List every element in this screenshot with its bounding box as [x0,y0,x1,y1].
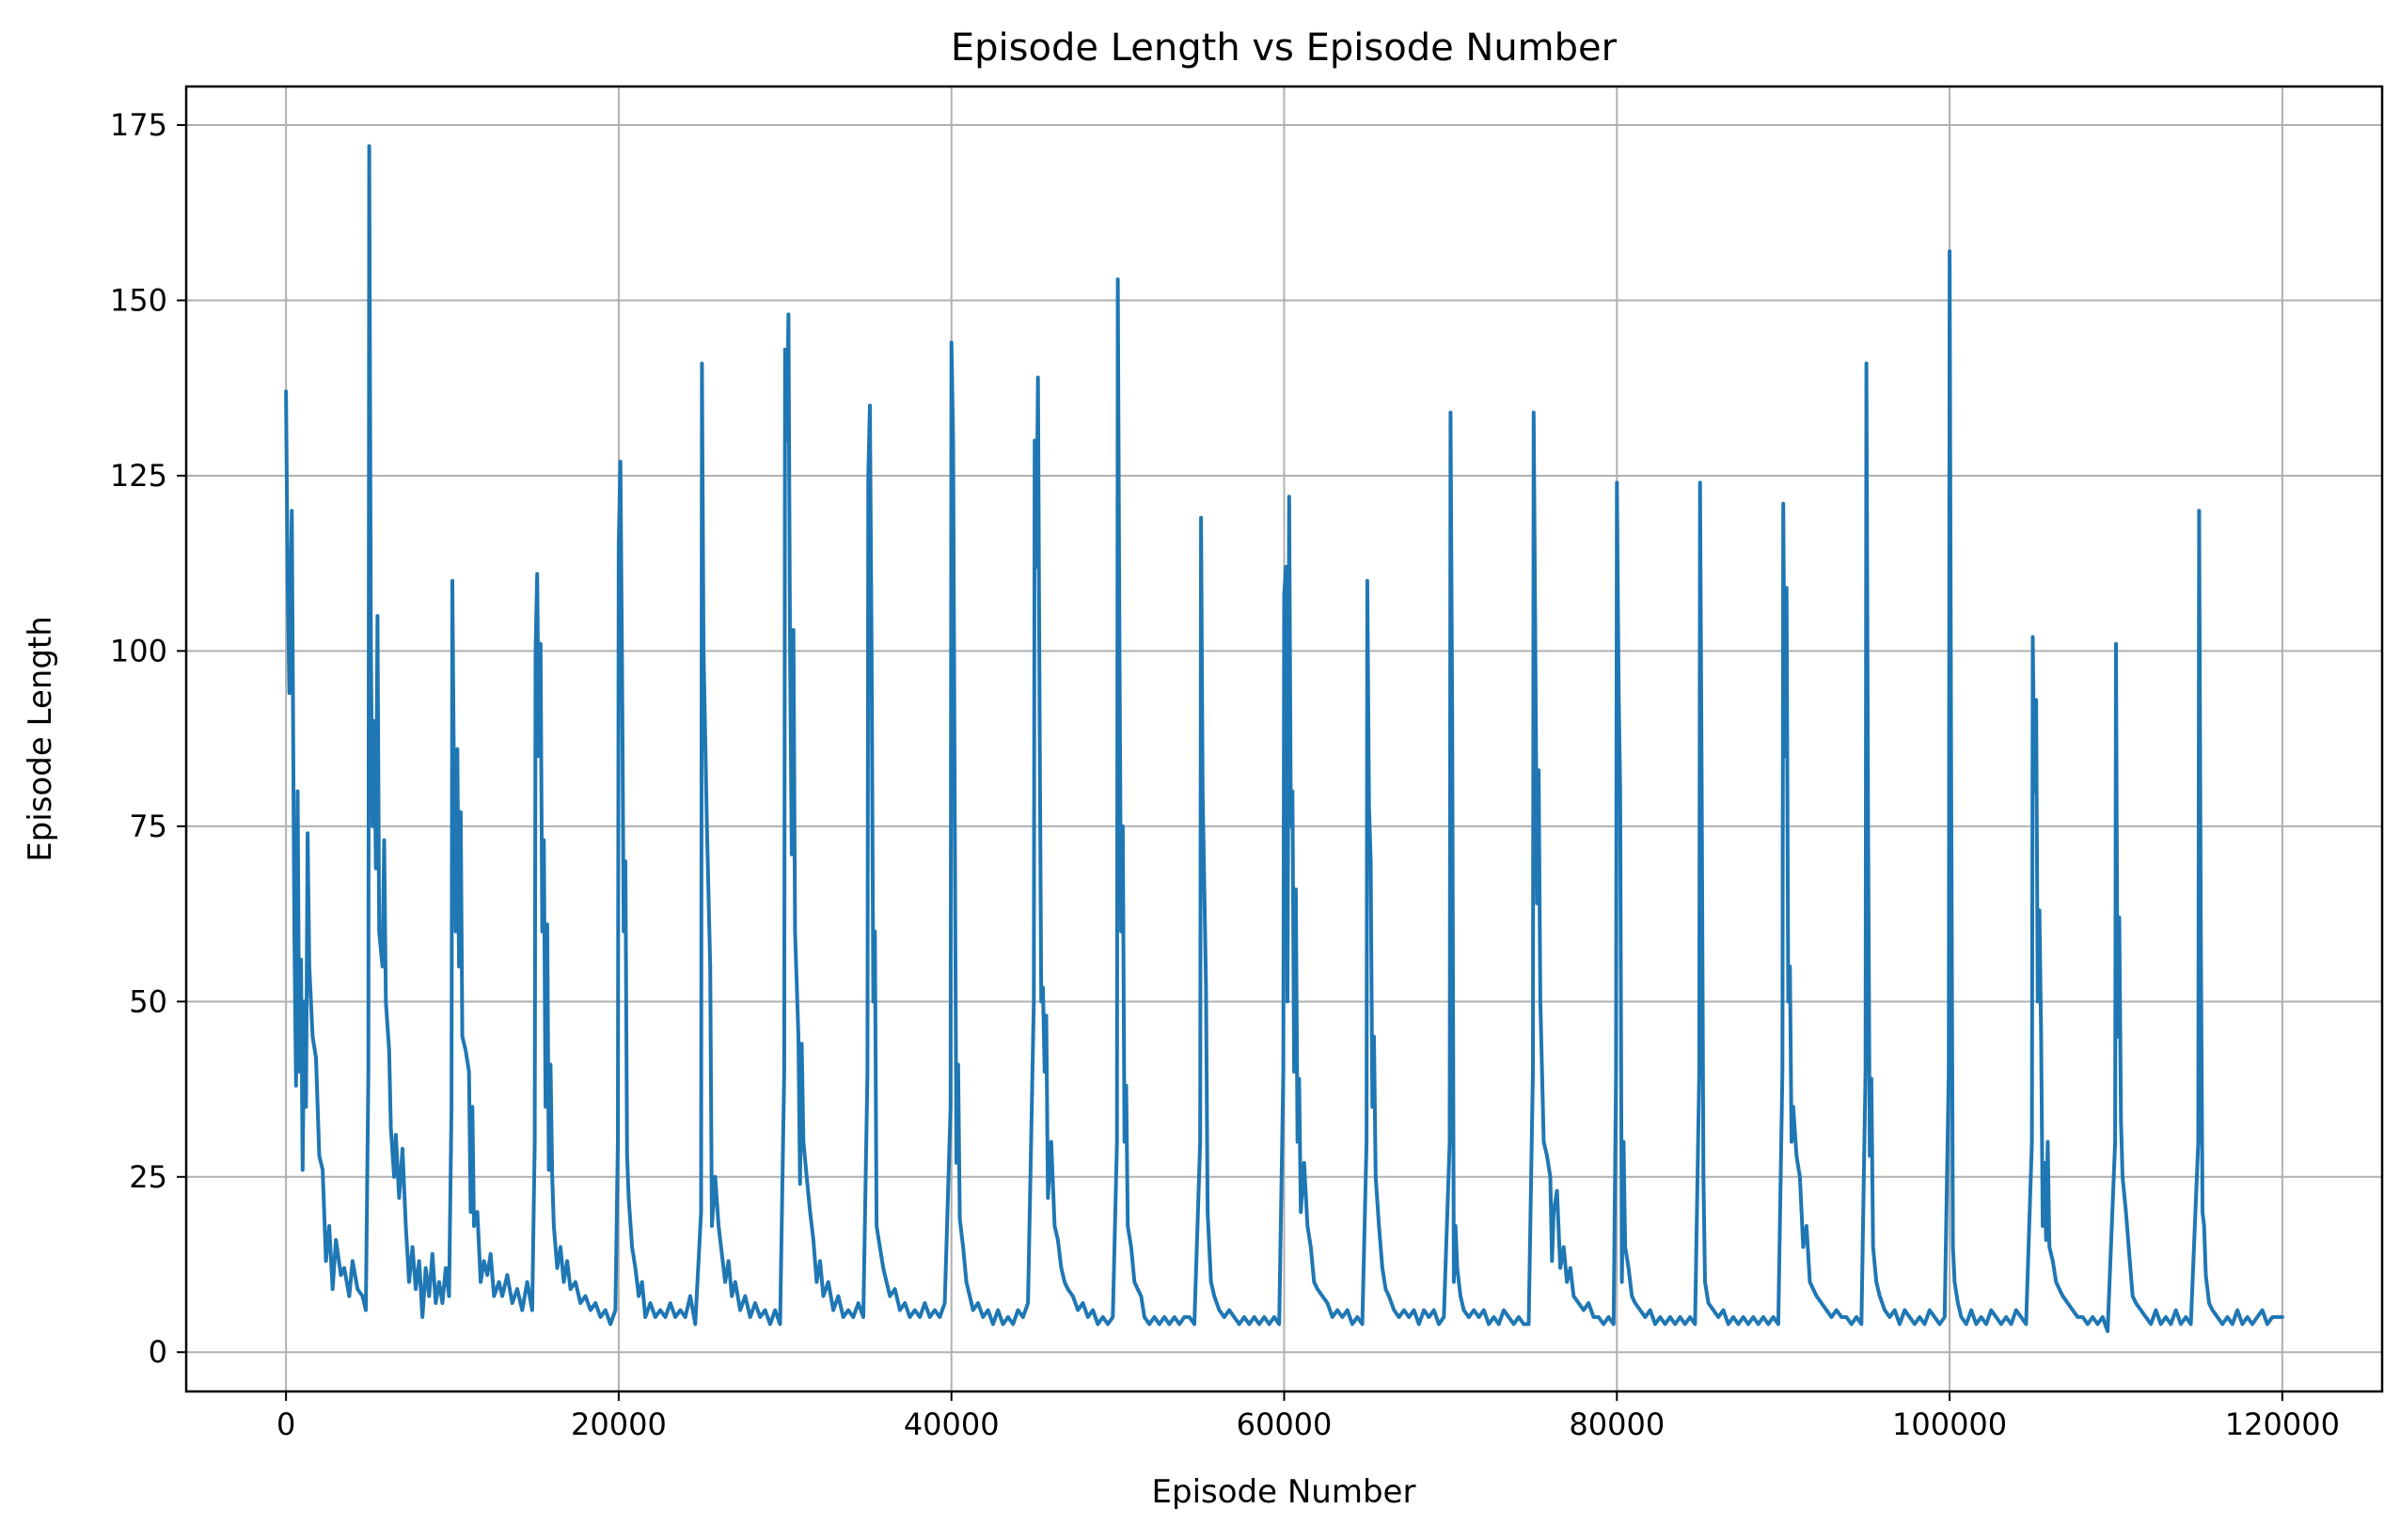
x-tick-label: 0 [276,1406,295,1442]
x-axis-ticks: 0 20000 40000 60000 80000 100000 120000 [276,1391,2340,1442]
x-tick-label: 40000 [904,1406,1000,1442]
y-tick-label: 175 [110,107,167,143]
y-tick-label: 75 [129,809,167,844]
y-tick-label: 100 [110,633,167,668]
series-group [284,144,2284,1333]
x-axis-label: Episode Number [1152,1473,1416,1511]
y-tick-label: 150 [110,282,167,318]
x-tick-label: 100000 [1892,1406,2007,1442]
y-tick-label: 125 [110,458,167,494]
chart-title: Episode Length vs Episode Number [951,26,1618,70]
x-tick-label: 20000 [571,1406,667,1442]
y-axis-ticks: 0 25 50 75 100 125 150 175 [110,107,186,1370]
y-tick-label: 50 [129,983,167,1019]
x-tick-label: 80000 [1569,1406,1665,1442]
y-axis-label: Episode Length [22,616,59,862]
x-tick-label: 120000 [2225,1406,2340,1442]
series-line [284,144,2284,1333]
x-tick-label: 60000 [1237,1406,1333,1442]
y-tick-label: 25 [129,1159,167,1195]
y-tick-label: 0 [149,1334,167,1370]
